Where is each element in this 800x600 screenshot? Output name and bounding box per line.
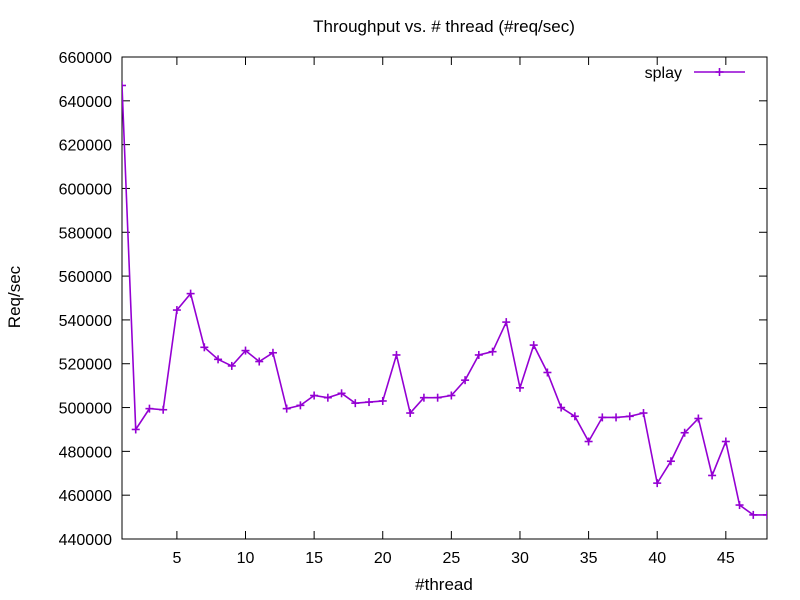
data-point — [323, 393, 332, 402]
x-tick-label: 40 — [648, 550, 666, 567]
x-axis-label: #thread — [415, 575, 473, 594]
y-tick-label: 480000 — [59, 444, 112, 461]
x-tick-label: 10 — [237, 550, 255, 567]
data-point — [557, 403, 566, 412]
data-point — [241, 346, 250, 355]
data-point — [227, 361, 236, 370]
plot-frame — [121, 56, 768, 540]
data-point — [461, 376, 470, 385]
data-point — [351, 399, 360, 408]
data-point — [570, 412, 579, 421]
legend-marker — [715, 68, 724, 76]
data-point — [474, 350, 483, 359]
series-line-splay — [122, 85, 767, 516]
data-point — [255, 357, 264, 366]
legend: splay — [645, 65, 745, 82]
data-point — [131, 425, 140, 434]
x-tick-label: 25 — [442, 550, 460, 567]
data-point — [639, 409, 648, 418]
data-point — [214, 355, 223, 364]
data-point — [543, 368, 552, 377]
data-point — [337, 389, 346, 398]
y-tick-label: 580000 — [59, 225, 112, 242]
data-point — [392, 350, 401, 359]
data-point — [282, 404, 291, 413]
y-tick-label: 600000 — [59, 181, 112, 198]
y-tick-label: 540000 — [59, 313, 112, 330]
data-point — [502, 318, 511, 327]
data-point — [515, 383, 524, 392]
data-point — [529, 341, 538, 350]
data-point — [406, 409, 415, 418]
data-point — [433, 393, 442, 402]
data-point — [708, 471, 717, 480]
data-point — [122, 81, 126, 90]
x-tick-label: 45 — [717, 550, 735, 567]
y-tick-label: 620000 — [59, 138, 112, 155]
y-tick-label: 520000 — [59, 357, 112, 374]
data-point — [296, 401, 305, 410]
data-point — [598, 413, 607, 422]
data-point — [145, 404, 154, 413]
data-point — [694, 414, 703, 423]
x-tick-label: 5 — [172, 550, 181, 567]
data-point — [653, 479, 662, 488]
data-point — [763, 510, 767, 519]
axis-ticks: 4400004600004800005000005200005400005600… — [59, 50, 767, 567]
data-point — [419, 393, 428, 402]
plot-area — [122, 81, 767, 519]
y-tick-label: 500000 — [59, 401, 112, 418]
data-point — [172, 306, 181, 315]
legend-label-splay: splay — [645, 65, 682, 82]
y-tick-label: 560000 — [59, 269, 112, 286]
data-point — [749, 510, 758, 519]
data-point — [447, 391, 456, 400]
x-tick-label: 20 — [374, 550, 392, 567]
data-point — [735, 501, 744, 510]
data-point — [200, 343, 209, 352]
chart-title: Throughput vs. # thread (#req/sec) — [313, 17, 575, 36]
y-axis-label: Req/sec — [5, 265, 24, 328]
data-point — [680, 428, 689, 437]
data-point — [721, 437, 730, 446]
x-tick-label: 35 — [580, 550, 598, 567]
y-tick-label: 640000 — [59, 94, 112, 111]
data-point — [625, 412, 634, 421]
data-point — [666, 457, 675, 466]
data-point — [310, 391, 319, 400]
data-point — [159, 405, 168, 414]
y-tick-label: 440000 — [59, 532, 112, 549]
data-point — [488, 347, 497, 356]
data-point — [612, 413, 621, 422]
data-point — [268, 348, 277, 357]
y-tick-label: 460000 — [59, 488, 112, 505]
x-tick-label: 30 — [511, 550, 529, 567]
y-tick-label: 660000 — [59, 50, 112, 67]
data-point — [584, 437, 593, 446]
x-tick-label: 15 — [305, 550, 323, 567]
data-point — [186, 289, 195, 298]
data-point — [365, 398, 374, 407]
data-point — [378, 396, 387, 405]
